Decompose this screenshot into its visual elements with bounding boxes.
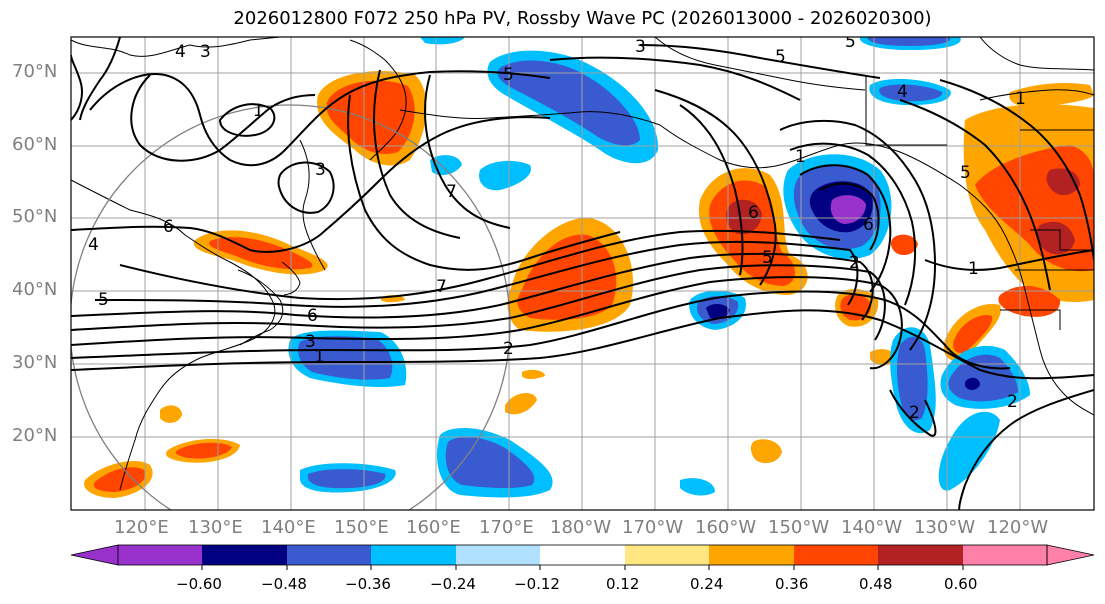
pv-contours [71,37,1094,510]
contour-label: 5 [503,65,514,85]
lat-label: 60°N [12,134,58,155]
contour-label: 4 [175,42,186,62]
contour-label: 4 [897,82,908,102]
colorbar-segment [540,545,625,565]
colorbar [70,544,1095,570]
contour-label: 5 [762,248,773,268]
contour-label: 1 [968,259,979,279]
contour-label: 2 [1007,392,1018,412]
colorbar-tick-label: −0.60 [176,575,222,593]
graticule [71,37,1094,510]
colorbar-segment [118,545,202,565]
contour-label: 6 [307,306,318,326]
lon-label: 130°W [914,517,976,538]
colorbar-segment [878,545,963,565]
lat-label: 20°N [12,425,58,446]
colorbar-segment [794,545,878,565]
contour-label: 3 [200,42,211,62]
colorbar-tick-label: −0.12 [514,575,560,593]
contour-label: 5 [845,32,856,52]
lon-label: 140°E [261,517,316,538]
contour-label: 7 [436,277,447,297]
colorbar-segment [202,545,287,565]
contour-label: 2 [849,253,860,273]
lon-label: 120°W [987,517,1049,538]
lon-label: 160°W [695,517,757,538]
colorbar-segment [963,545,1047,565]
contour-label: 1 [795,147,806,167]
colorbar-tick-label: 0.24 [690,575,724,593]
contour-labels: 3 5 5 4 1 1 6 5 6 4 5 7 7 6 3 1 2 1 2 2 … [88,32,1026,423]
contour-label: 3 [635,37,646,57]
colorbar-tick-label: 0.48 [859,575,893,593]
colorbar-tick-label: 0.12 [606,575,640,593]
distance-circle [71,104,511,510]
colorbar-extend-high [1046,544,1095,566]
contour-label: 2 [909,403,920,423]
contour-label: 2 [503,339,514,359]
lon-label: 170°E [479,517,534,538]
colorbar-tick-label: −0.48 [261,575,307,593]
lon-label: 150°W [768,517,830,538]
contour-label: 6 [748,203,759,223]
contour-label: 1 [253,101,264,121]
colorbar-tick-label: −0.36 [345,575,391,593]
colorbar-tick-label: 0.36 [775,575,809,593]
lat-label: 50°N [12,206,58,227]
colorbar-segment [625,545,709,565]
colorbar-tick-label: 0.60 [944,575,978,593]
colorbar-tick-label: −0.24 [430,575,476,593]
contour-label: 1 [1015,89,1026,109]
lon-label: 130°E [188,517,243,538]
contour-label: 5 [960,163,971,183]
contour-label: 6 [863,215,874,235]
map-title: 2026012800 F072 250 hPa PV, Rossby Wave … [233,8,932,29]
lon-label: 140°W [841,517,903,538]
contour-label: 1 [314,347,325,367]
lon-label: 170°W [622,517,684,538]
colorbar-segment [709,545,794,565]
colorbar-segment [371,545,456,565]
contour-label: 7 [446,182,457,202]
lon-label: 180°W [550,517,612,538]
contour-label: 3 [305,332,316,352]
contour-label: 4 [88,235,99,255]
map-frame [70,36,1095,511]
lat-label: 70°N [12,61,58,82]
lon-label: 160°E [406,517,461,538]
coastlines [71,37,1094,491]
colorbar-segment [287,545,371,565]
colorbar-extend-low [70,544,119,566]
lon-label: 150°E [334,517,389,538]
contour-label: 6 [163,217,174,237]
lat-label: 30°N [12,352,58,373]
lon-label: 120°E [114,517,169,538]
colorbar-segment [456,545,540,565]
contour-label: 5 [775,47,786,67]
map-plot-area: 3 5 5 4 1 1 6 5 6 4 5 7 7 6 3 1 2 1 2 2 … [71,32,1094,510]
lat-label: 40°N [12,279,58,300]
contour-label: 5 [98,290,109,310]
contour-label: 3 [315,160,326,180]
